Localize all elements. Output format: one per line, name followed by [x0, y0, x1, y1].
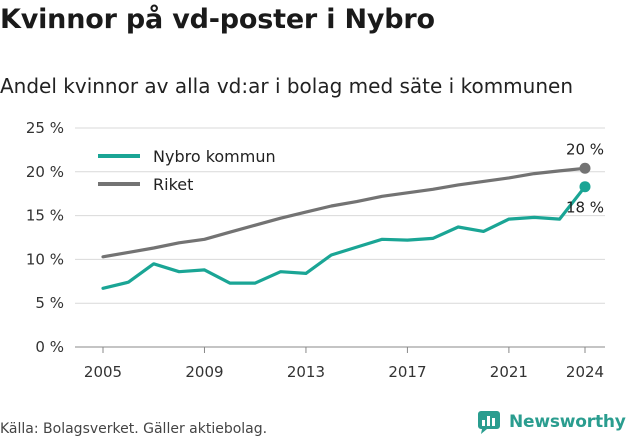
x-tick-label: 2005 — [84, 363, 122, 381]
grid-lines — [75, 127, 605, 348]
x-tick-label: 2024 — [566, 363, 604, 381]
legend: Nybro kommun Riket — [98, 147, 276, 194]
legend-label: Riket — [153, 175, 193, 194]
x-tick-label: 2021 — [490, 363, 528, 381]
y-tick-label: 15 % — [26, 207, 64, 225]
series-line-riket — [101, 166, 587, 259]
y-tick-label: 20 % — [26, 163, 64, 181]
chart-title: Kvinnor på vd-poster i Nybro — [0, 4, 435, 35]
end-label-riket: 20 % — [566, 140, 604, 158]
x-tick-label: 2013 — [287, 363, 325, 381]
x-tick-label: 2009 — [185, 363, 223, 381]
chart-subtitle: Andel kvinnor av alla vd:ar i bolag med … — [0, 74, 573, 98]
end-label-nybro: 18 % — [566, 199, 604, 217]
y-tick-label: 10 % — [26, 250, 64, 268]
y-tick-label: 25 % — [26, 119, 64, 137]
x-tick-label: 2017 — [388, 363, 426, 381]
newsworthy-logo[interactable]: Newsworthy — [476, 409, 626, 435]
newsworthy-logo-text: Newsworthy — [509, 412, 626, 432]
y-axis: 0 % 5 % 10 % 15 % 20 % 25 % — [26, 119, 64, 356]
end-point-riket — [579, 162, 591, 174]
x-axis: 2005 2009 2013 2017 2021 2024 — [84, 347, 604, 381]
series-group: 20 % 18 % — [101, 140, 604, 290]
y-tick-label: 5 % — [35, 294, 64, 312]
end-point-nybro — [579, 181, 591, 193]
source-note: Källa: Bolagsverket. Gäller aktiebolag. — [0, 421, 268, 437]
y-tick-label: 0 % — [35, 338, 64, 356]
newsworthy-logo-icon — [478, 411, 500, 434]
series-line-nybro — [101, 185, 587, 290]
legend-label: Nybro kommun — [153, 147, 276, 166]
